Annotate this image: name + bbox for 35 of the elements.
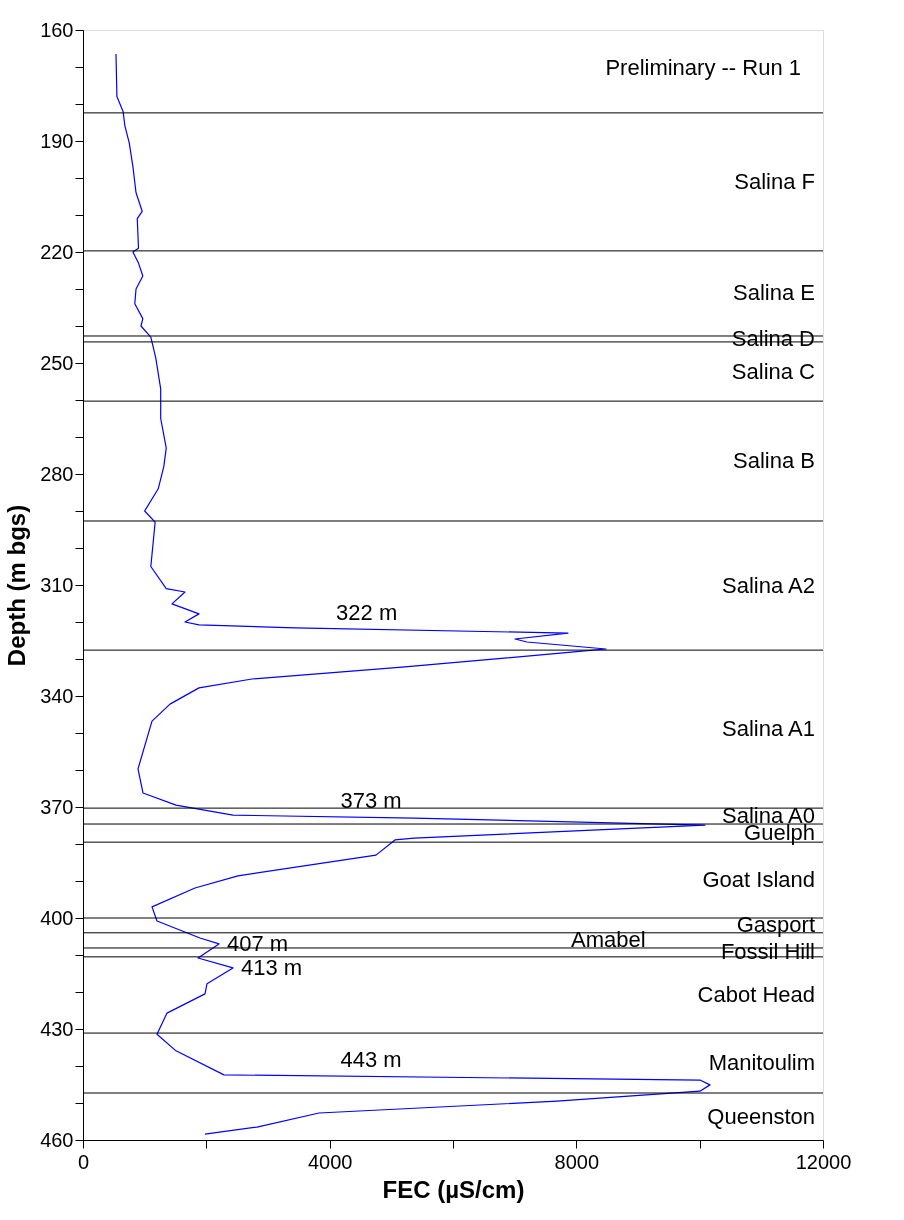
ref-line-label: Manitoulim — [708, 1050, 815, 1076]
y-tick-label: 460 — [40, 1128, 74, 1151]
annotation: Preliminary -- Run 1 — [605, 55, 801, 80]
annotation: 373 m — [340, 788, 402, 814]
ref-line-label: Salina F — [734, 168, 815, 194]
x-axis-title: FEC (µS/cm) — [382, 1175, 525, 1203]
y-tick-label: 220 — [40, 240, 74, 263]
y-tick-label: 400 — [40, 906, 74, 929]
x-tick-label: 0 — [77, 1150, 90, 1173]
annotation: 322 m — [336, 600, 398, 626]
ref-line-label: Queenston — [707, 1103, 815, 1129]
ref-line-label: Salina C — [731, 358, 816, 384]
ref-line-label: Salina A2 — [722, 572, 815, 598]
ref-line-label: Salina E — [733, 280, 815, 306]
y-tick-label: 190 — [40, 129, 74, 152]
x-tick-label: 4000 — [307, 1150, 353, 1173]
ref-line-label: Salina A1 — [722, 716, 815, 742]
annotation: 407 m — [226, 930, 289, 956]
y-tick-label: 250 — [40, 351, 74, 374]
ref-line-label: Goat Island — [702, 867, 815, 893]
y-tick-label: 430 — [40, 1017, 74, 1040]
x-tick-label: 8000 — [554, 1150, 600, 1173]
y-tick-label: 370 — [40, 795, 74, 818]
y-tick-label: 160 — [40, 18, 74, 41]
ref-line-label: Gasport — [736, 912, 815, 938]
annotation: 443 m — [340, 1047, 402, 1073]
y-tick-label: 280 — [40, 462, 74, 485]
ref-line-label: Amabel — [571, 927, 646, 953]
y-axis-title: Depth (m bgs) — [3, 504, 31, 667]
y-tick-label: 310 — [40, 573, 74, 596]
x-tick-label: 12000 — [795, 1150, 852, 1173]
ref-line-label: Cabot Head — [697, 981, 815, 1007]
annotation: 413 m — [240, 954, 303, 980]
y-tick-label: 340 — [40, 684, 74, 707]
ref-line-label: Salina B — [733, 448, 815, 474]
